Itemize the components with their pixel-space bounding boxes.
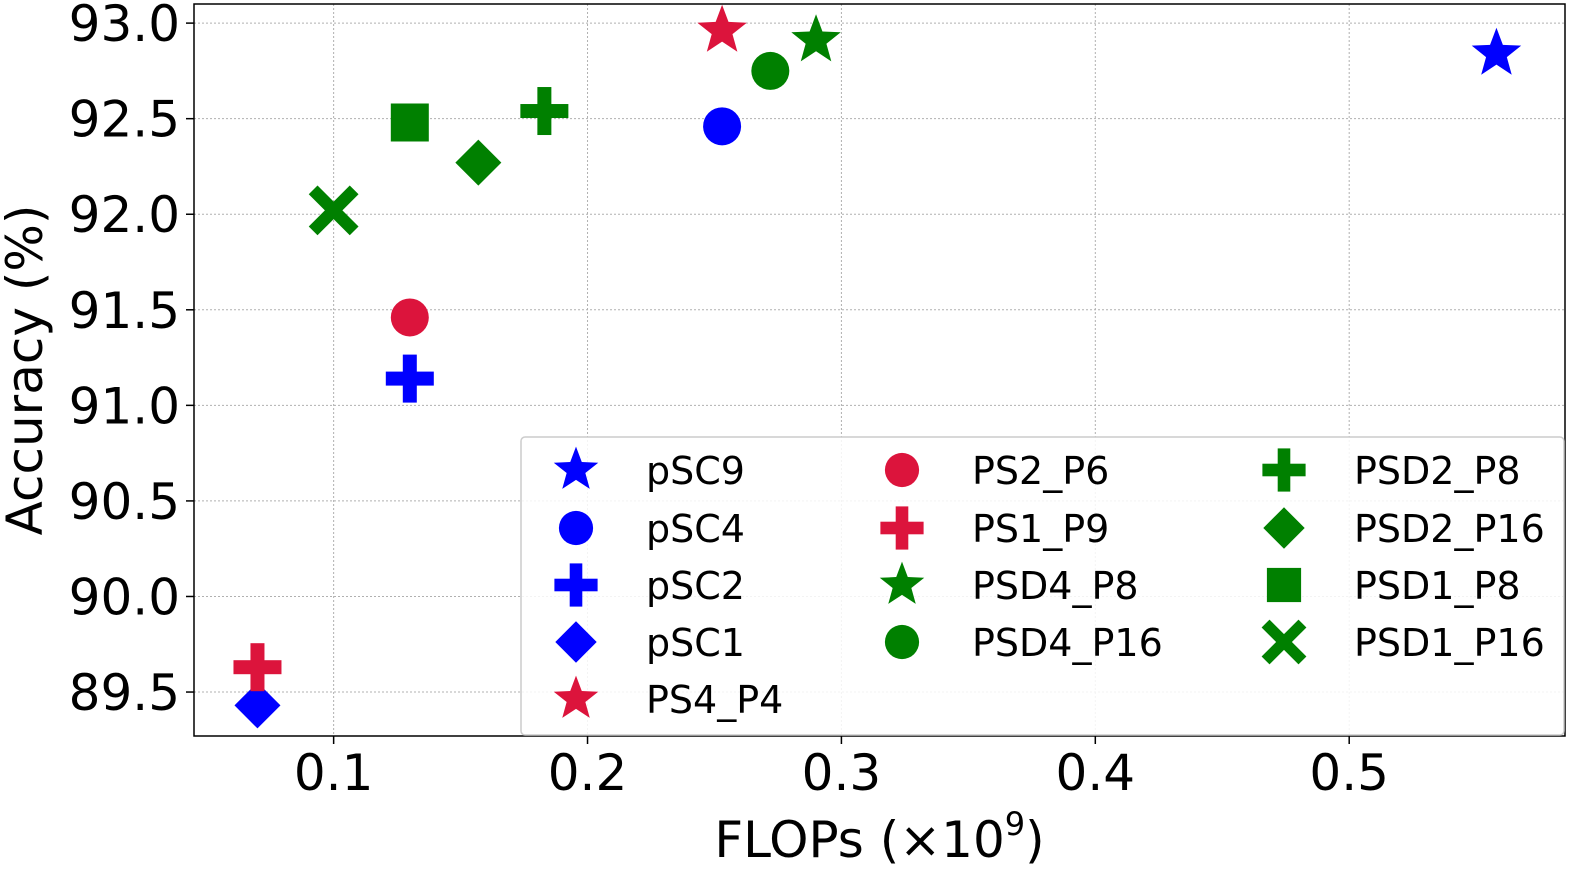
x-tick-label: 0.1 [294, 744, 374, 802]
point-ps1-p9 [233, 643, 282, 692]
legend-label: PSD2_P16 [1354, 507, 1545, 551]
plot-frame [193, 3, 1566, 737]
data-points [233, 4, 1522, 729]
legend-label: PSD1_P16 [1354, 621, 1545, 665]
legend-item: pSC1 [555, 621, 745, 665]
point-psd2-p8 [520, 87, 569, 136]
legend-label: PS4_P4 [646, 678, 783, 722]
legend-label: pSC9 [646, 449, 745, 493]
legend-item: PS2_P6 [884, 449, 1109, 493]
legend-item: PSD4_P8 [879, 561, 1139, 608]
legend-item: pSC4 [558, 507, 745, 551]
legend-label: PS2_P6 [972, 449, 1109, 493]
legend-item: pSC2 [554, 563, 745, 608]
legend-marker [1262, 448, 1306, 492]
legend-item: PSD1_P16 [1261, 619, 1545, 665]
legend-label: pSC1 [646, 621, 745, 665]
legend-item: pSC9 [553, 446, 745, 493]
legend-item: PSD2_P16 [1263, 507, 1545, 551]
legend-marker [884, 624, 920, 660]
y-tick-label: 92.5 [69, 91, 180, 149]
legend-marker [1261, 619, 1307, 665]
legend-item: PSD2_P8 [1262, 448, 1521, 493]
y-axis-label: Accuracy (%) [0, 205, 54, 536]
legend-marker [1263, 507, 1305, 549]
legend-marker [879, 561, 925, 604]
x-axis-label-text: FLOPs (×10 [714, 811, 1004, 869]
legend-marker [554, 563, 598, 607]
point-psc1 [234, 682, 281, 729]
legend-marker [555, 621, 597, 663]
legend-label: PSD2_P8 [1354, 449, 1521, 493]
point-psc9 [1471, 27, 1522, 75]
y-tick-label: 90.0 [69, 568, 180, 626]
point-psd1-p16 [308, 185, 359, 236]
legend-label: PSD4_P8 [972, 564, 1139, 608]
y-tick-label: 93.0 [69, 0, 180, 53]
legend-marker [1266, 567, 1302, 603]
legend-item: PSD1_P8 [1266, 564, 1521, 608]
x-axis-label-exponent: 9 [1005, 805, 1025, 843]
y-tick-label: 91.0 [69, 377, 180, 435]
legend-item: PS4_P4 [553, 675, 783, 722]
legend-marker [553, 446, 599, 489]
legend-marker [880, 506, 924, 550]
x-tick-label: 0.2 [548, 744, 628, 802]
legend-label: pSC2 [646, 564, 745, 608]
legend-marker [884, 452, 920, 488]
legend-item: PS1_P9 [880, 506, 1109, 551]
legend-marker [553, 675, 599, 718]
legend-label: PS1_P9 [972, 507, 1109, 551]
y-tick-label: 91.5 [69, 282, 180, 340]
legend-label: PSD1_P8 [1354, 564, 1521, 608]
y-tick-label: 92.0 [69, 186, 180, 244]
y-tick-label: 90.5 [69, 473, 180, 531]
point-ps4-p4 [697, 4, 747, 52]
point-psc2 [385, 354, 434, 403]
point-ps2-p6 [390, 298, 429, 337]
x-axis-label-close: ) [1025, 811, 1045, 869]
point-psd1-p8 [390, 103, 429, 142]
legend-item: PSD4_P16 [884, 621, 1163, 665]
point-psd2-p16 [455, 139, 502, 186]
legend-label: PSD4_P16 [972, 621, 1163, 665]
legend-label: pSC4 [646, 507, 745, 551]
legend-marker [558, 510, 594, 546]
x-tick-label: 0.5 [1309, 744, 1389, 802]
y-tick-label: 89.5 [69, 664, 180, 722]
point-psc4 [703, 107, 742, 146]
x-tick-label: 0.3 [802, 744, 882, 802]
x-axis-label: FLOPs (×109) [714, 805, 1044, 869]
legend-items: pSC9 pSC4 pSC2 pSC1 PS4_P4 PS2_P6 PS1_P9 PSD4_P… [553, 446, 1545, 722]
legend: pSC9 pSC4 pSC2 pSC1 PS4_P4 PS2_P6 PS1_P9 PSD4_P… [520, 436, 1565, 736]
point-psd4-p8 [791, 14, 841, 62]
legend-box [520, 436, 1565, 736]
point-psd4-p16 [751, 51, 790, 90]
x-tick-label: 0.4 [1056, 744, 1136, 802]
tick-labels: 0.1 0.2 0.3 0.4 0.5 89.5 90.0 90.5 91.0 91.5 92.0 9… [69, 0, 1389, 802]
